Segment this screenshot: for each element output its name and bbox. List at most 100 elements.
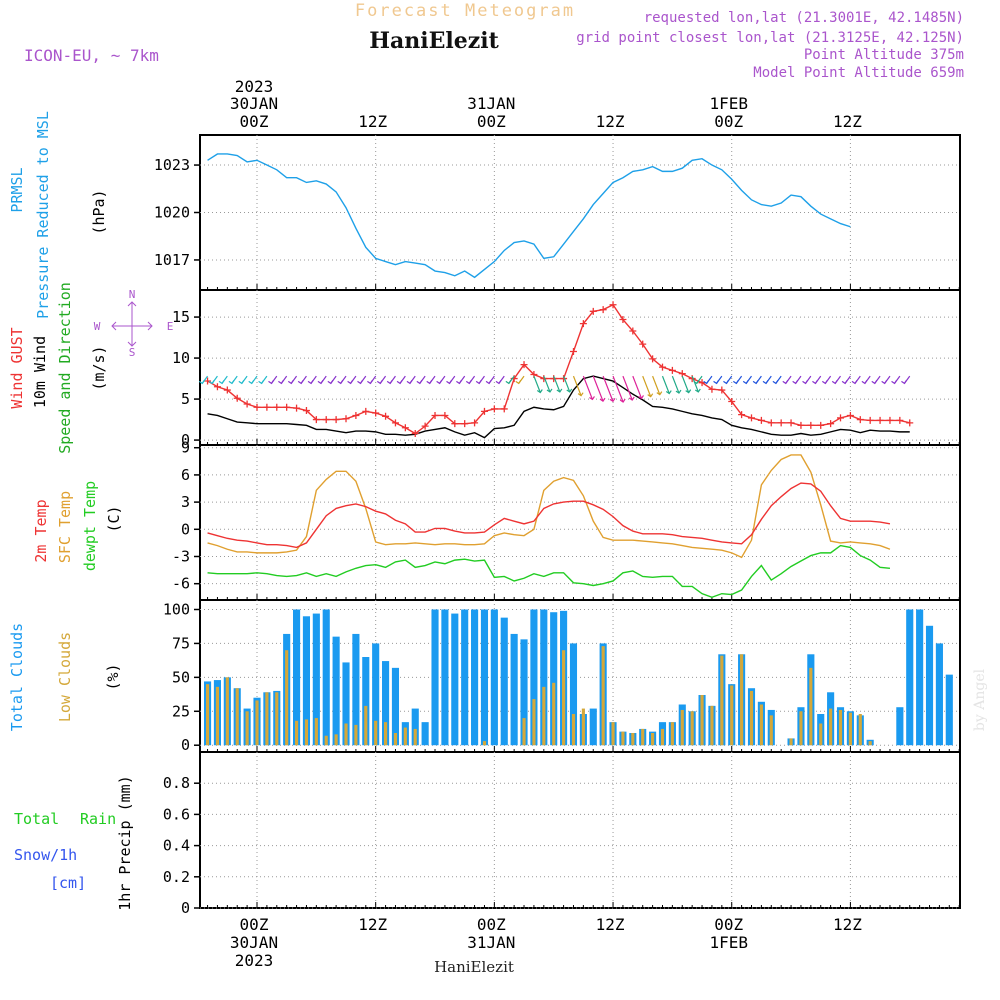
- wind-arrow-head: [396, 380, 403, 385]
- pressure-plot: [207, 153, 851, 279]
- low-clouds-bar: [740, 654, 744, 746]
- low-clouds-bar: [838, 709, 843, 746]
- y-tick-label: 0: [181, 899, 190, 917]
- gust-marker: [233, 394, 241, 402]
- wind-arrow-head: [589, 396, 595, 401]
- y-tick-label: 1017: [154, 251, 190, 269]
- gust-marker: [767, 419, 775, 427]
- gust-marker: [431, 411, 439, 419]
- wind-gust-label: Wind GUST: [8, 327, 26, 408]
- wind-10m-label: 10m Wind: [31, 336, 49, 408]
- wind-direction-arrow: [572, 375, 582, 396]
- y-tick-label: 9: [181, 439, 190, 457]
- time-label: 31JAN: [467, 933, 515, 952]
- wind-arrow-head: [861, 380, 868, 385]
- gust-marker: [708, 385, 716, 393]
- total-clouds-bar: [352, 633, 360, 746]
- low-clouds-bar: [700, 695, 704, 746]
- gust-marker: [856, 416, 864, 424]
- y-tick-label: 100: [163, 601, 190, 619]
- gust-marker: [797, 421, 805, 429]
- clouds-plot: [203, 609, 953, 746]
- wind-arrow-head: [426, 380, 433, 385]
- low-clouds-bar: [690, 711, 694, 746]
- wind-arrow-head: [475, 380, 482, 385]
- low-clouds-bar: [294, 720, 299, 746]
- wind-arrow-head: [638, 395, 645, 400]
- time-label: 00Z: [240, 112, 269, 131]
- y-tick-label: 75: [172, 634, 190, 652]
- time-label: 12Z: [596, 915, 625, 934]
- time-label: 1FEB: [709, 933, 748, 952]
- time-label: 00Z: [714, 112, 743, 131]
- total-clouds-bar: [916, 609, 924, 746]
- low-clouds-bar: [334, 734, 338, 746]
- low-clouds-bar: [621, 731, 625, 746]
- gust-marker: [846, 411, 854, 419]
- gust-marker: [490, 405, 498, 413]
- low-clouds-bar: [611, 722, 615, 746]
- gust-marker: [273, 403, 281, 411]
- total-clouds-bar: [461, 609, 469, 746]
- precip-cm-label: [cm]: [50, 874, 86, 892]
- footer-station: HaniElezit: [434, 958, 514, 976]
- wind-arrow-head: [367, 380, 373, 385]
- y-tick-label: 0: [181, 431, 190, 449]
- wind-arrow-head: [208, 380, 215, 385]
- low-clouds-bar: [552, 682, 556, 746]
- wind-arrow-head: [357, 380, 363, 385]
- y-tick-label: 0.8: [163, 774, 190, 792]
- y-tick-label: 50: [172, 668, 190, 686]
- wind-10m-line: [207, 375, 910, 439]
- wind-arrow-head: [446, 380, 453, 385]
- low-clouds-bar: [255, 700, 259, 746]
- low-clouds-bar: [848, 712, 852, 746]
- low-clouds-bar: [581, 708, 585, 746]
- temp-2m-label: 2m Temp: [32, 499, 50, 562]
- wind-direction-arrow: [642, 375, 652, 397]
- gust-marker: [658, 363, 666, 371]
- time-label: 12Z: [833, 915, 862, 934]
- gust-marker: [352, 411, 360, 419]
- wind-arrow-head: [821, 380, 828, 385]
- gust-marker: [748, 414, 755, 422]
- time-label: 1FEB: [709, 94, 748, 113]
- wind-direction-arrow: [533, 375, 541, 393]
- wind-gust-line: [207, 303, 910, 435]
- gust-marker: [461, 420, 469, 428]
- low-clouds-bar: [542, 686, 546, 746]
- gust-marker: [629, 327, 637, 335]
- pressure-unit: (hPa): [90, 189, 108, 234]
- gust-marker: [342, 415, 350, 423]
- compass-south: S: [129, 346, 136, 359]
- temp-dewpt-label: dewpt Temp: [81, 481, 99, 571]
- gust-marker: [817, 421, 825, 429]
- temperature-labels: 2m Temp SFC Temp dewpt Temp (C): [32, 481, 123, 571]
- panel-frame: [199, 751, 961, 909]
- compass-north: N: [129, 288, 136, 301]
- wind-arrow-head: [802, 380, 809, 385]
- gust-marker: [332, 416, 340, 424]
- total-clouds-bar: [362, 657, 370, 746]
- y-tick-label: -3: [172, 547, 190, 565]
- low-clouds-bar: [710, 705, 714, 746]
- time-label: 30JAN: [230, 933, 278, 952]
- wind-arrow-head: [752, 380, 759, 385]
- low-clouds-bar: [730, 685, 734, 746]
- gust-marker: [421, 422, 429, 430]
- wind-arrow-head: [436, 380, 443, 385]
- gust-marker: [698, 379, 706, 387]
- total-clouds-bar: [441, 609, 449, 746]
- total-clouds-bar: [302, 616, 311, 746]
- gust-marker: [441, 411, 449, 419]
- gust-marker: [827, 420, 835, 428]
- compass-arrows-icon: [111, 301, 153, 347]
- wind-unit: (m/s): [90, 345, 108, 390]
- gust-marker: [312, 416, 320, 424]
- gust-marker: [906, 419, 914, 427]
- total-clouds-bar: [589, 708, 597, 746]
- station-name: HaniElezit: [369, 28, 499, 54]
- sfc-temp-line: [207, 454, 891, 559]
- gust-marker: [213, 383, 221, 391]
- panel-frames: [199, 134, 961, 909]
